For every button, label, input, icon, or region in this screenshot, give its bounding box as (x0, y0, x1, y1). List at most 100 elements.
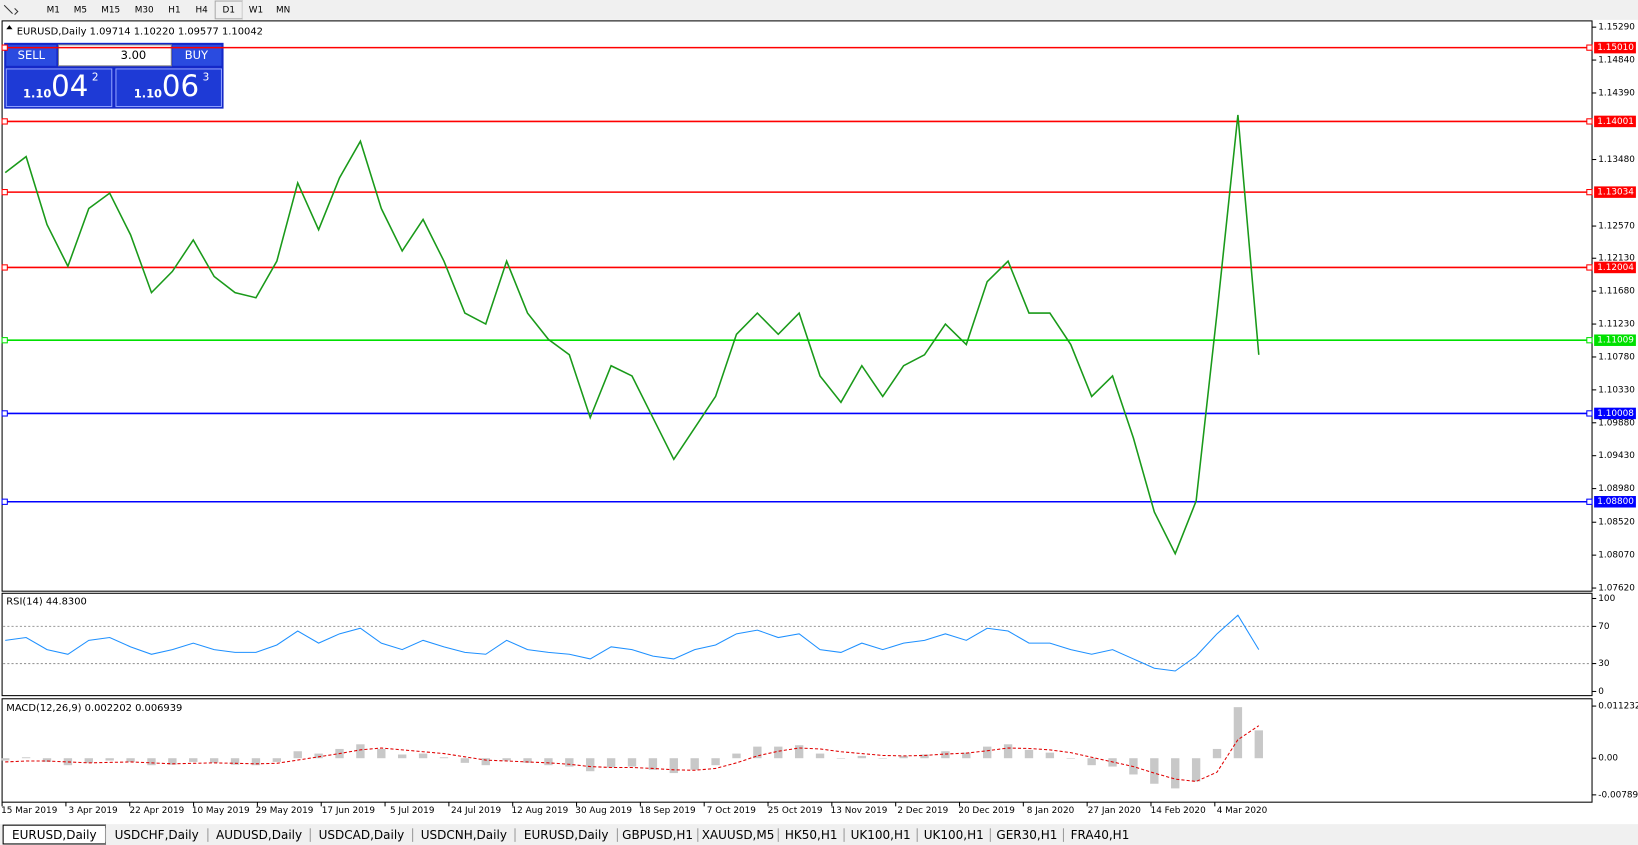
tab-label: UK100,H1 (924, 828, 984, 842)
rsi-tick-label: 70 (1598, 622, 1610, 632)
level-handle[interactable] (1, 264, 8, 271)
price-tick-label: 1.14840 (1598, 56, 1635, 66)
tab[interactable] (515, 825, 618, 844)
rsi-line (5, 614, 1260, 672)
lot-value: 3.00 (121, 48, 147, 62)
level-handle[interactable] (1, 498, 8, 505)
level-handle[interactable] (1586, 337, 1593, 344)
macd-bar (209, 758, 219, 763)
ask-frac: 3 (203, 71, 210, 83)
chart-header: EURUSD,Daily 1.09714 1.10220 1.09577 1.1… (17, 26, 263, 37)
date-label: 10 May 2019 (192, 806, 250, 816)
macd-bar (794, 745, 804, 759)
level-tag-label: 1.14001 (1597, 117, 1634, 127)
level-handle[interactable] (1586, 118, 1593, 125)
timeframe-button[interactable] (160, 1, 189, 19)
buy-button[interactable] (172, 44, 222, 66)
timeframe-button[interactable] (269, 1, 297, 19)
macd-bar (398, 754, 407, 759)
level-handle[interactable] (1, 44, 8, 51)
date-label: 13 Nov 2019 (831, 806, 888, 816)
tab[interactable] (1063, 825, 1137, 844)
level-handle[interactable] (1586, 498, 1593, 505)
macd-label: MACD(12,26,9) 0.002202 0.006939 (6, 703, 182, 714)
price-tick-label: 1.10330 (1598, 385, 1635, 395)
date-label: 4 Mar 2020 (1217, 806, 1268, 816)
date-label: 27 Jan 2020 (1088, 806, 1141, 816)
macd-bar (251, 758, 261, 766)
toolbar (0, 0, 1638, 20)
date-label: 8 Jan 2020 (1027, 806, 1075, 816)
date-label: 20 Dec 2019 (958, 806, 1015, 816)
tab[interactable] (778, 825, 845, 844)
date-label: 2 Dec 2019 (897, 806, 948, 816)
timeframe-button[interactable] (242, 1, 270, 19)
macd-bar (356, 744, 365, 759)
ask-box[interactable] (115, 68, 222, 108)
lot-input[interactable] (57, 44, 172, 67)
level-handle[interactable] (1586, 410, 1593, 417)
macd-bar (460, 758, 470, 763)
tab[interactable] (412, 825, 516, 844)
bid-pips: 04 (51, 69, 88, 103)
tab[interactable] (917, 825, 991, 844)
timeframe-button[interactable] (188, 1, 216, 19)
tab[interactable] (207, 825, 311, 844)
macd-bar (544, 758, 553, 766)
macd-bar (1233, 707, 1243, 759)
macd-bar (815, 753, 825, 759)
tab[interactable] (844, 825, 918, 844)
sell-button[interactable] (6, 44, 57, 66)
macd-tick-label: -0.007894 (1598, 790, 1638, 800)
date-label: 29 May 2019 (256, 806, 314, 816)
level-handle[interactable] (1586, 44, 1593, 51)
timeframe-label: H1 (168, 5, 180, 15)
level-handle[interactable] (1586, 189, 1593, 196)
macd-bar (439, 757, 449, 759)
level-handle[interactable] (1586, 264, 1593, 271)
macd-bar (147, 758, 156, 766)
timeframe-label: M15 (101, 5, 120, 15)
macd-bar (920, 754, 929, 759)
timeframe-button[interactable] (39, 1, 67, 19)
macd-bar (1254, 730, 1263, 759)
timeframe-button[interactable] (127, 1, 161, 19)
level-tag (1594, 496, 1636, 508)
level-handle[interactable] (1, 118, 8, 125)
macd-bar (857, 755, 867, 759)
macd-bar (168, 758, 177, 765)
date-label: 25 Oct 2019 (768, 806, 823, 816)
price-tick-label: 1.14390 (1598, 88, 1635, 98)
tab[interactable] (697, 825, 779, 844)
price-tick-label: 1.08070 (1598, 551, 1635, 561)
tab[interactable] (310, 825, 413, 844)
level-tag-label: 1.15010 (1597, 43, 1634, 53)
tab[interactable] (617, 825, 698, 844)
level-handle[interactable] (1, 410, 8, 417)
macd-bar (1150, 758, 1159, 784)
level-handle[interactable] (1, 189, 8, 196)
tab[interactable] (990, 825, 1064, 844)
tab-label: UK100,H1 (851, 828, 911, 842)
tab[interactable] (105, 825, 208, 844)
tab-label: FRA40,H1 (1071, 828, 1130, 842)
macd-bar (1024, 749, 1034, 759)
macd-bar (1003, 744, 1013, 759)
macd-bar (962, 752, 971, 759)
macd-bar (983, 746, 992, 759)
macd-bar (690, 758, 699, 770)
level-handle[interactable] (1, 337, 8, 344)
date-label: 7 Oct 2019 (707, 806, 757, 816)
macd-bar (481, 758, 490, 766)
price-tick-label: 1.09430 (1598, 451, 1635, 461)
timeframe-button[interactable] (94, 1, 128, 19)
bid-box[interactable] (5, 68, 113, 108)
macd-bar (230, 758, 240, 765)
date-label: 15 Mar 2019 (1, 806, 58, 816)
timeframe-button[interactable] (66, 1, 95, 19)
price-tick-label: 1.13480 (1598, 155, 1635, 165)
bid-frac: 2 (92, 71, 99, 83)
level-tag (1594, 115, 1636, 128)
date-label: 3 Apr 2019 (68, 806, 118, 816)
